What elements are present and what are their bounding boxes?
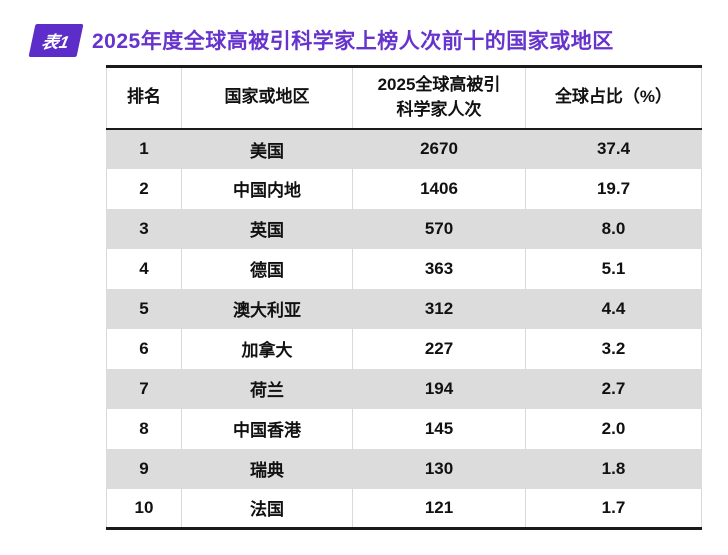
cell-share: 37.4 xyxy=(525,128,702,169)
cell-rank: 2 xyxy=(106,168,182,209)
table-number-badge: 表1 xyxy=(28,23,84,57)
table-caption: 表1 2025年度全球高被引科学家上榜人次前十的国家或地区 xyxy=(28,22,614,58)
cell-rank: 9 xyxy=(106,448,182,489)
cell-country: 荷兰 xyxy=(181,368,353,409)
header-row: 排名 国家或地区 2025全球高被引 科学家人次 全球占比（%） xyxy=(106,66,702,130)
header-share: 全球占比（%） xyxy=(525,66,702,130)
cell-share: 2.0 xyxy=(525,408,702,449)
cell-count: 130 xyxy=(352,448,526,489)
table-header: 排名 国家或地区 2025全球高被引 科学家人次 全球占比（%） xyxy=(106,66,702,130)
cell-country: 加拿大 xyxy=(181,328,353,369)
table-number-label: 表1 xyxy=(39,32,72,52)
table-row: 6 加拿大 227 3.2 xyxy=(106,328,702,369)
cell-country: 德国 xyxy=(181,248,353,289)
table-row: 7 荷兰 194 2.7 xyxy=(106,368,702,409)
cell-country: 中国内地 xyxy=(181,168,353,209)
table-row: 5 澳大利亚 312 4.4 xyxy=(106,288,702,329)
cell-count: 312 xyxy=(352,288,526,329)
cell-country: 中国香港 xyxy=(181,408,353,449)
cell-count: 145 xyxy=(352,408,526,449)
header-count: 2025全球高被引 科学家人次 xyxy=(352,66,526,130)
cell-share: 8.0 xyxy=(525,208,702,249)
table-row: 8 中国香港 145 2.0 xyxy=(106,408,702,449)
cell-rank: 1 xyxy=(106,128,182,169)
cell-rank: 8 xyxy=(106,408,182,449)
header-count-line2: 科学家人次 xyxy=(396,99,482,119)
cell-share: 1.8 xyxy=(525,448,702,489)
cell-country: 澳大利亚 xyxy=(181,288,353,329)
ranking-table: 排名 国家或地区 2025全球高被引 科学家人次 全球占比（%） 1 美国 2670… xyxy=(106,65,702,530)
cell-count: 363 xyxy=(352,248,526,289)
cell-country: 法国 xyxy=(181,488,353,529)
cell-count: 121 xyxy=(352,488,526,529)
table-row: 9 瑞典 130 1.8 xyxy=(106,448,702,489)
table-body: 1 美国 2670 37.4 2 中国内地 1406 19.7 3 英国 570 8.0 4 德国 363 5… xyxy=(106,128,702,529)
table-row: 3 英国 570 8.0 xyxy=(106,208,702,249)
table-row: 10 法国 121 1.7 xyxy=(106,488,702,529)
cell-country: 英国 xyxy=(181,208,353,249)
cell-share: 1.7 xyxy=(525,488,702,529)
cell-rank: 4 xyxy=(106,248,182,289)
table-row: 2 中国内地 1406 19.7 xyxy=(106,168,702,209)
header-count-line1: 2025全球高被引 xyxy=(377,75,501,95)
cell-country: 瑞典 xyxy=(181,448,353,489)
cell-rank: 5 xyxy=(106,288,182,329)
cell-rank: 6 xyxy=(106,328,182,369)
cell-country: 美国 xyxy=(181,128,353,169)
table-row: 4 德国 363 5.1 xyxy=(106,248,702,289)
cell-share: 19.7 xyxy=(525,168,702,209)
table-row: 1 美国 2670 37.4 xyxy=(106,128,702,169)
cell-share: 2.7 xyxy=(525,368,702,409)
cell-count: 227 xyxy=(352,328,526,369)
cell-share: 5.1 xyxy=(525,248,702,289)
cell-rank: 10 xyxy=(106,488,182,529)
cell-rank: 3 xyxy=(106,208,182,249)
cell-count: 1406 xyxy=(352,168,526,209)
cell-share: 4.4 xyxy=(525,288,702,329)
header-country: 国家或地区 xyxy=(181,66,353,130)
cell-rank: 7 xyxy=(106,368,182,409)
cell-count: 2670 xyxy=(352,128,526,169)
header-rank: 排名 xyxy=(106,66,182,130)
table-title: 2025年度全球高被引科学家上榜人次前十的国家或地区 xyxy=(92,30,614,53)
cell-count: 570 xyxy=(352,208,526,249)
cell-count: 194 xyxy=(352,368,526,409)
cell-share: 3.2 xyxy=(525,328,702,369)
